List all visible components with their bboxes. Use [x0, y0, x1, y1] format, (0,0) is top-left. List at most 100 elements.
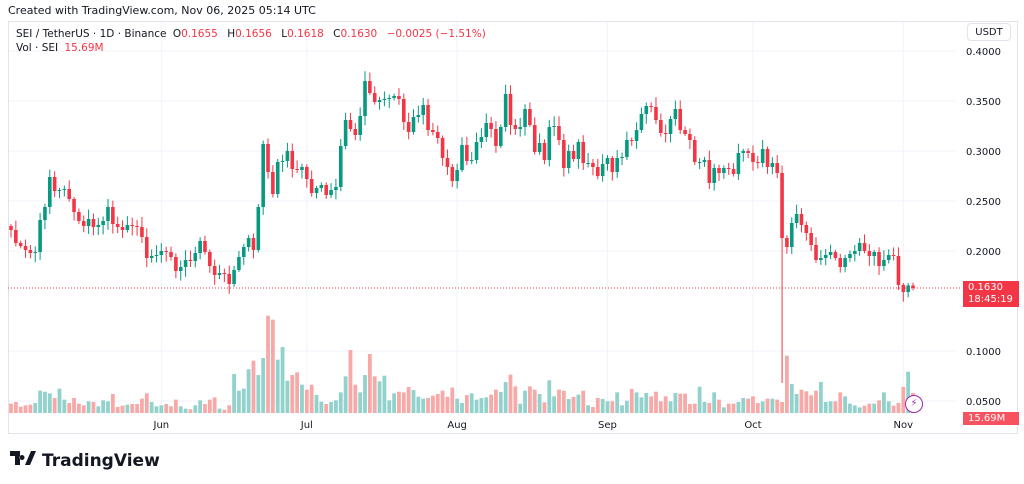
volume-bar: [484, 397, 489, 413]
candle-body: [193, 253, 198, 261]
volume-bar: [843, 396, 848, 413]
volume-bar: [227, 405, 232, 413]
bar-countdown: 18:45:19: [968, 294, 1013, 305]
volume-bar: [804, 391, 809, 413]
symbol-title[interactable]: SEI / TetherUS · 1D · Binance: [16, 28, 167, 40]
volume-bar: [683, 393, 687, 413]
volume-bar: [372, 376, 377, 413]
candle-body: [760, 149, 765, 163]
volume-bar: [193, 405, 198, 413]
volume-bar: [334, 400, 338, 413]
candle-body: [736, 153, 741, 174]
volume-bar: [319, 401, 324, 413]
candle-body: [149, 256, 154, 258]
chart-frame: [8, 21, 1018, 434]
candle-body: [377, 100, 382, 102]
volume-bar: [741, 398, 746, 413]
candle-body: [411, 117, 416, 132]
candle-body: [688, 134, 692, 140]
candle-body: [144, 237, 149, 258]
candle-body: [334, 187, 338, 190]
volume-bar: [382, 375, 387, 413]
volume-bar: [144, 393, 149, 413]
last-price-tag: 0.1630 18:45:19: [963, 281, 1019, 307]
candle-body: [125, 225, 130, 230]
volume-bar: [280, 346, 285, 413]
candle-body: [722, 168, 726, 173]
volume-bar: [566, 399, 571, 413]
volume-bar: [513, 386, 518, 413]
candle-body: [450, 167, 455, 181]
candle-body: [819, 258, 823, 260]
volume-bar: [649, 396, 654, 413]
candle-body: [872, 252, 877, 256]
volume-bar: [57, 388, 62, 413]
volume-bar: [823, 401, 828, 413]
volume-bar: [23, 405, 28, 413]
candle-body: [595, 167, 600, 176]
candle-body: [358, 116, 362, 135]
candle-body: [431, 130, 435, 132]
candle-body: [319, 185, 324, 188]
candle-body: [81, 221, 86, 226]
volume-bar: [76, 403, 81, 413]
chart-legend: SEI / TetherUS · 1D · Binance O0.1655 H0…: [16, 27, 489, 55]
volume-bar: [426, 398, 430, 413]
volume-label[interactable]: Vol · SEI: [16, 42, 59, 54]
price-tick-label: 0.3500: [966, 97, 1001, 108]
volume-bar: [96, 406, 101, 413]
open-label: O: [172, 28, 182, 40]
volume-bar: [678, 393, 683, 413]
candle-body: [634, 130, 639, 141]
volume-bar: [906, 371, 911, 413]
candle-body: [343, 120, 348, 146]
volume-bar: [886, 401, 891, 413]
candle-body: [474, 142, 479, 160]
candle-body: [877, 252, 881, 266]
legend-ohlc-row: SEI / TetherUS · 1D · Binance O0.1655 H0…: [16, 27, 489, 41]
volume-bar: [736, 401, 741, 413]
lightning-icon[interactable]: ⚡︎: [905, 395, 923, 413]
candle-body: [814, 245, 818, 260]
volume-bar: [726, 403, 731, 413]
volume-bar: [494, 389, 498, 413]
volume-bar: [547, 380, 552, 413]
candle-body: [251, 238, 256, 250]
candle-body: [591, 163, 595, 167]
candle-body: [237, 257, 241, 270]
volume-bar: [561, 390, 566, 413]
candle-body: [33, 252, 38, 253]
candle-body: [465, 145, 469, 161]
candle-body: [547, 127, 552, 160]
volume-bar: [455, 398, 460, 413]
candle-body: [382, 99, 387, 100]
candle-body: [789, 223, 794, 247]
candle-body: [232, 270, 236, 284]
volume-bar: [610, 401, 615, 413]
candle-body: [416, 115, 421, 117]
volume-bar: [86, 401, 91, 413]
candle-body: [120, 227, 125, 230]
candle-body: [212, 266, 217, 275]
time-tick-label: Aug: [447, 420, 467, 431]
candle-body: [353, 129, 358, 135]
volume-bar: [237, 390, 241, 413]
candle-body: [882, 260, 886, 266]
volume-bar: [421, 398, 426, 413]
volume-bar: [81, 405, 86, 413]
candle-body: [620, 157, 624, 158]
candle-body: [314, 188, 319, 193]
candle-body: [649, 106, 653, 107]
volume-bar: [668, 401, 673, 413]
time-tick-label: Jun: [153, 420, 170, 431]
candle-body: [14, 230, 18, 243]
candle-body: [290, 151, 295, 169]
volume-bar: [872, 403, 877, 413]
volume-bar: [785, 355, 789, 413]
candle-body: [479, 137, 484, 142]
candle-body: [610, 158, 615, 172]
currency-button[interactable]: USDT: [967, 23, 1011, 41]
volume-bar: [552, 396, 557, 413]
price-tick-label: 0.1000: [966, 347, 1001, 358]
